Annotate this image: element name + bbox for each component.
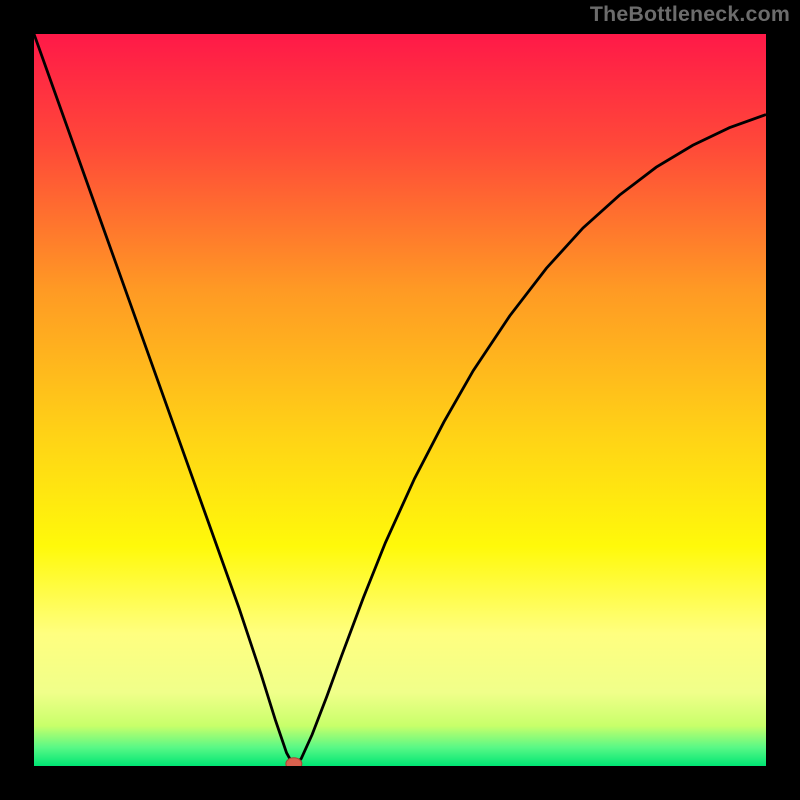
bottleneck-chart: [0, 0, 800, 800]
optimum-marker: [286, 758, 302, 770]
plot-background: [34, 34, 766, 766]
chart-stage: TheBottleneck.com: [0, 0, 800, 800]
watermark-text: TheBottleneck.com: [590, 2, 790, 27]
